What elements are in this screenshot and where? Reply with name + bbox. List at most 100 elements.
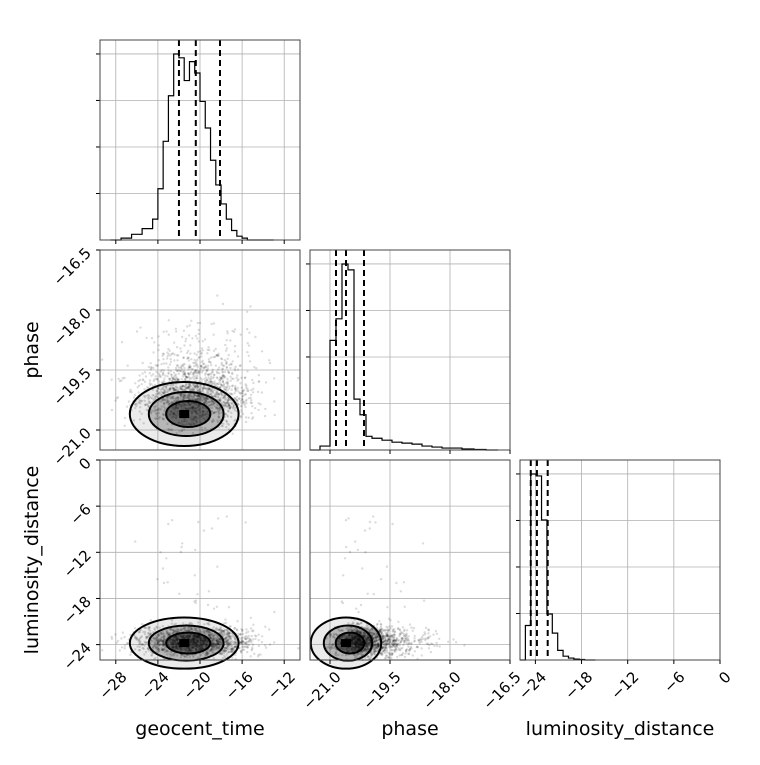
scatter-point [158,359,160,361]
scatter-point [399,633,401,635]
scatter-point [180,546,182,548]
scatter-point [224,371,226,373]
scatter-point [405,635,407,637]
scatter-point [239,382,241,384]
scatter-point [164,375,166,377]
scatter-point [177,354,179,356]
scatter-point [413,627,415,629]
scatter-point [121,646,123,648]
scatter-point [228,606,230,608]
scatter-point [252,630,254,632]
scatter-point [250,394,252,396]
scatter-point [141,623,143,625]
density-peak [179,410,189,418]
scatter-point [238,398,240,400]
scatter-point [120,379,122,381]
scatter-point [410,643,412,645]
scatter-point [342,574,344,576]
scatter-point [175,369,177,371]
scatter-point [152,367,154,369]
scatter-point [410,626,412,628]
scatter-point [188,366,190,368]
scatter-point [406,629,408,631]
scatter-point [245,421,247,423]
scatter-point [386,566,388,568]
scatter-point [187,373,189,375]
scatter-point [416,646,418,648]
density-peak [179,639,189,647]
scatter-point [428,628,430,630]
scatter-point [189,378,191,380]
scatter-point [247,342,249,344]
scatter-point [439,645,441,647]
scatter-point [369,527,371,529]
scatter-point [157,364,159,366]
scatter-point [219,376,221,378]
scatter-point [192,376,194,378]
scatter-point [247,390,249,392]
scatter-point [181,336,183,338]
scatter-point [206,352,208,354]
scatter-point [237,368,239,370]
scatter-point [254,407,256,409]
scatter-point [216,371,218,373]
scatter-point [160,370,162,372]
scatter-point [229,380,231,382]
scatter-point [141,372,143,374]
scatter-point [167,348,169,350]
scatter-point [208,590,210,592]
scatter-point [163,369,165,371]
scatter-point [181,542,183,544]
scatter-point [401,647,403,649]
panel-background [520,460,720,660]
scatter-point [167,366,169,368]
scatter-point [248,397,250,399]
scatter-point [173,353,175,355]
scatter-point [257,409,259,411]
scatter-point [407,646,409,648]
scatter-point [163,377,165,379]
scatter-point [227,358,229,360]
scatter-point [342,602,344,604]
scatter-point [210,364,212,366]
scatter-point [399,649,401,651]
scatter-point [162,372,164,374]
scatter-point [251,418,253,420]
scatter-point [372,515,374,517]
scatter-point [195,377,197,379]
scatter-point [168,334,170,336]
scatter-point [234,328,236,330]
scatter-point [268,359,270,361]
scatter-point [216,606,218,608]
scatter-point [114,400,116,402]
scatter-point [257,634,259,636]
scatter-point [201,361,203,363]
scatter-point [226,386,228,388]
scatter-point [196,354,198,356]
scatter-point [223,383,225,385]
scatter-point [171,519,173,521]
scatter-point [197,521,199,523]
scatter-point [269,362,271,364]
scatter-point [127,365,129,367]
scatter-point [142,362,144,364]
scatter-point [150,367,152,369]
scatter-point [225,350,227,352]
scatter-point [207,604,209,606]
scatter-point [195,335,197,337]
scatter-point [190,371,192,373]
scatter-point [165,557,167,559]
scatter-point [226,515,228,517]
scatter-point [149,372,151,374]
scatter-point [157,335,159,337]
scatter-point [273,611,275,613]
scatter-point [163,362,165,364]
scatter-point [133,396,135,398]
scatter-point [248,344,250,346]
scatter-point [177,364,179,366]
scatter-point [134,627,136,629]
scatter-point [231,378,233,380]
scatter-point [149,379,151,381]
scatter-point [162,358,164,360]
scatter-point [244,406,246,408]
